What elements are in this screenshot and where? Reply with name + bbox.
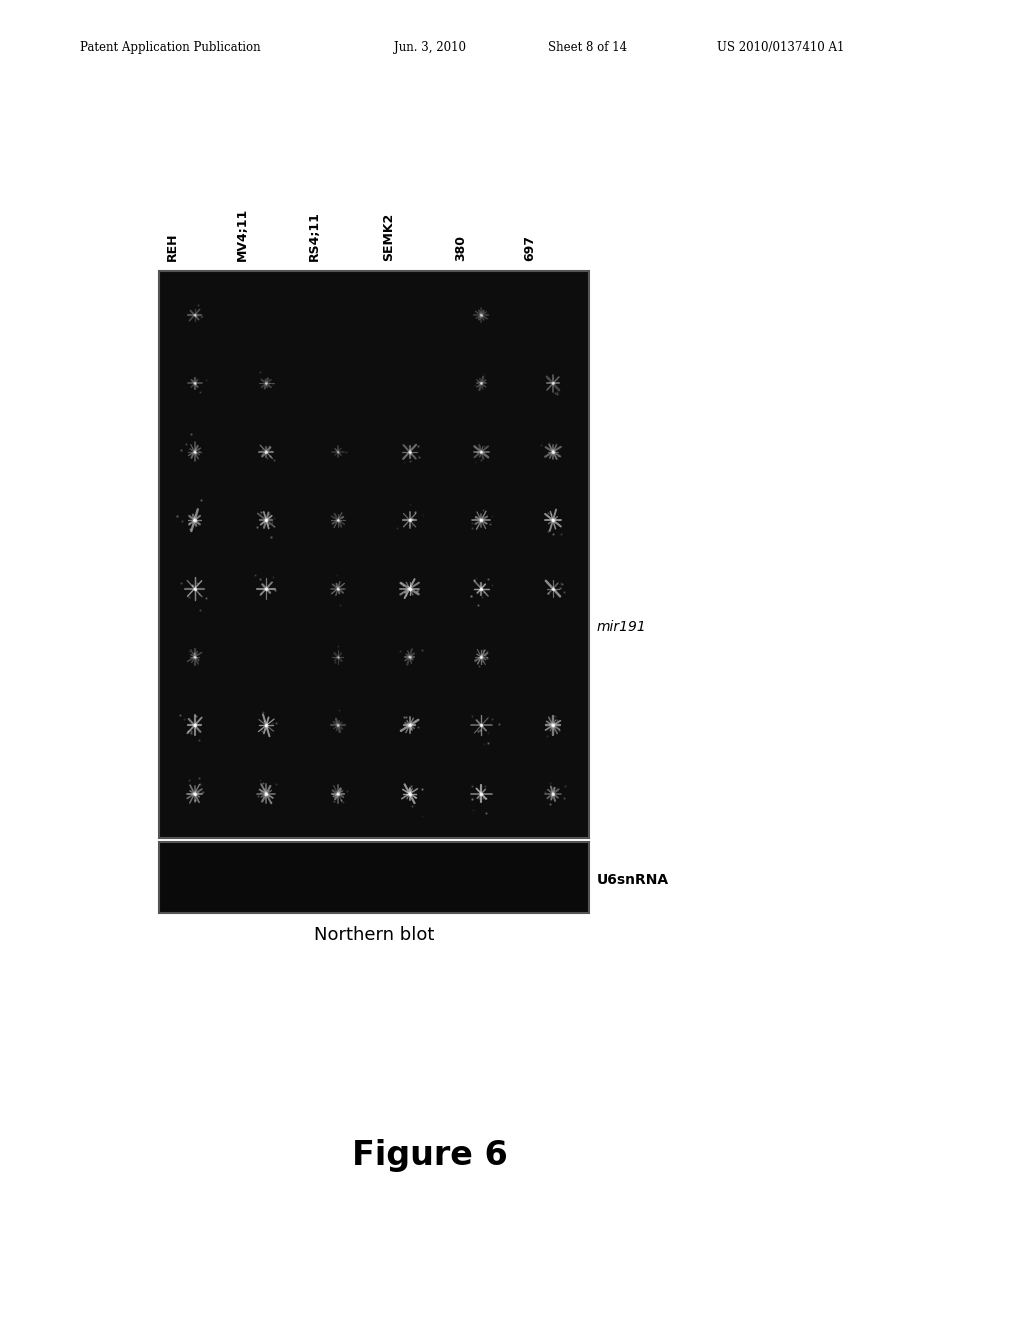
Text: SEMK2: SEMK2 — [383, 213, 395, 261]
Text: Sheet 8 of 14: Sheet 8 of 14 — [548, 41, 627, 54]
Text: Patent Application Publication: Patent Application Publication — [80, 41, 260, 54]
Bar — [159, 842, 589, 913]
Text: MV4;11: MV4;11 — [237, 209, 249, 261]
Text: Figure 6: Figure 6 — [352, 1138, 508, 1172]
Bar — [159, 271, 589, 838]
Text: US 2010/0137410 A1: US 2010/0137410 A1 — [717, 41, 844, 54]
Text: mir191: mir191 — [597, 620, 647, 634]
Text: Jun. 3, 2010: Jun. 3, 2010 — [394, 41, 466, 54]
Text: U6snRNA: U6snRNA — [597, 874, 669, 887]
Text: REH: REH — [166, 232, 178, 261]
Text: RS4;11: RS4;11 — [308, 211, 321, 261]
Text: 697: 697 — [523, 235, 536, 261]
Text: Northern blot: Northern blot — [313, 925, 434, 944]
Text: 380: 380 — [455, 235, 467, 261]
